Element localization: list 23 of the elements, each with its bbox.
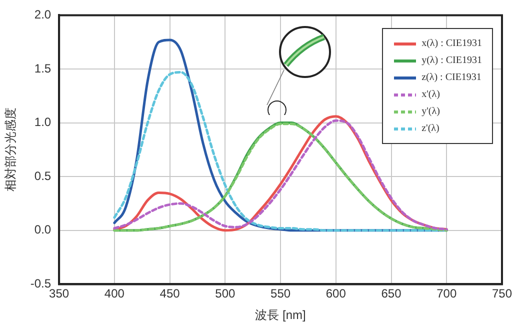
x-tick-label: 500 bbox=[215, 286, 236, 301]
x-tick-label: 400 bbox=[104, 286, 125, 301]
legend-label: y'(λ) bbox=[422, 106, 440, 117]
legend-label: x'(λ) bbox=[422, 89, 440, 100]
y-tick-label: -0.5 bbox=[30, 276, 52, 291]
y-axis-title: 相対部分光感度 bbox=[4, 108, 18, 192]
x-tick-label: 750 bbox=[492, 286, 512, 301]
y-tick-label: 0.0 bbox=[34, 222, 52, 237]
x-tick-label: 700 bbox=[436, 286, 457, 301]
x-axis-title: 波長 [nm] bbox=[255, 308, 306, 322]
y-tick-label: 1.5 bbox=[34, 61, 52, 76]
y-tick-label: 1.0 bbox=[34, 115, 52, 130]
legend-label: x(λ) : CIE1931 bbox=[422, 38, 482, 49]
x-tick-label: 650 bbox=[381, 286, 402, 301]
x-tick-label: 550 bbox=[270, 286, 291, 301]
legend-label: z'(λ) bbox=[422, 123, 440, 134]
legend-label: y(λ) : CIE1931 bbox=[422, 55, 482, 66]
y-tick-label: 2.0 bbox=[34, 8, 52, 22]
x-tick-label: 350 bbox=[49, 286, 70, 301]
y-tick-label: 0.5 bbox=[34, 168, 52, 183]
x-tick-label: 450 bbox=[160, 286, 180, 301]
x-tick-label: 600 bbox=[326, 286, 346, 301]
legend-label: z(λ) : CIE1931 bbox=[422, 72, 482, 83]
